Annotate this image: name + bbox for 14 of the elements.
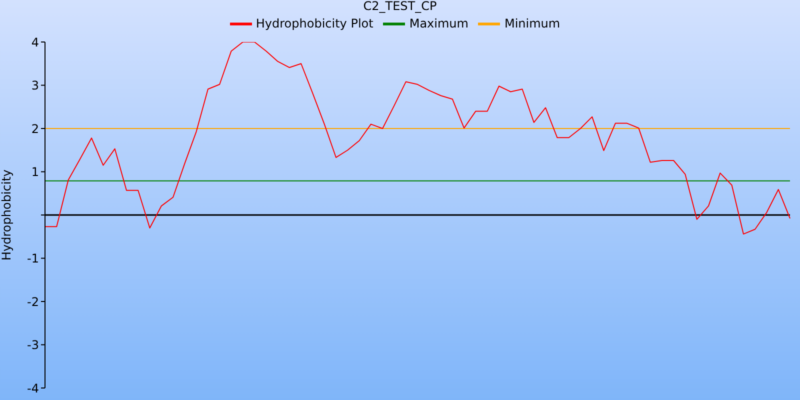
y-tick-label: -2 — [27, 294, 39, 309]
y-tick-label: 3 — [31, 78, 39, 93]
y-tick-label: -4 — [27, 381, 39, 396]
y-tick-label: 1 — [31, 165, 39, 180]
line-series — [44, 42, 790, 235]
y-tick-label: 2 — [31, 122, 39, 136]
y-tick-label: 4 — [31, 35, 39, 50]
legend-label: Maximum — [409, 16, 468, 30]
y-tick-label: -3 — [27, 338, 39, 352]
legend-label: Hydrophobicity Plot — [256, 16, 374, 30]
y-tick-label: -1 — [27, 252, 39, 266]
y-axis-title: Hydrophobicity — [0, 169, 14, 261]
legend-label: Minimum — [504, 16, 560, 30]
chart-title: C2_TEST_CP — [362, 0, 438, 13]
